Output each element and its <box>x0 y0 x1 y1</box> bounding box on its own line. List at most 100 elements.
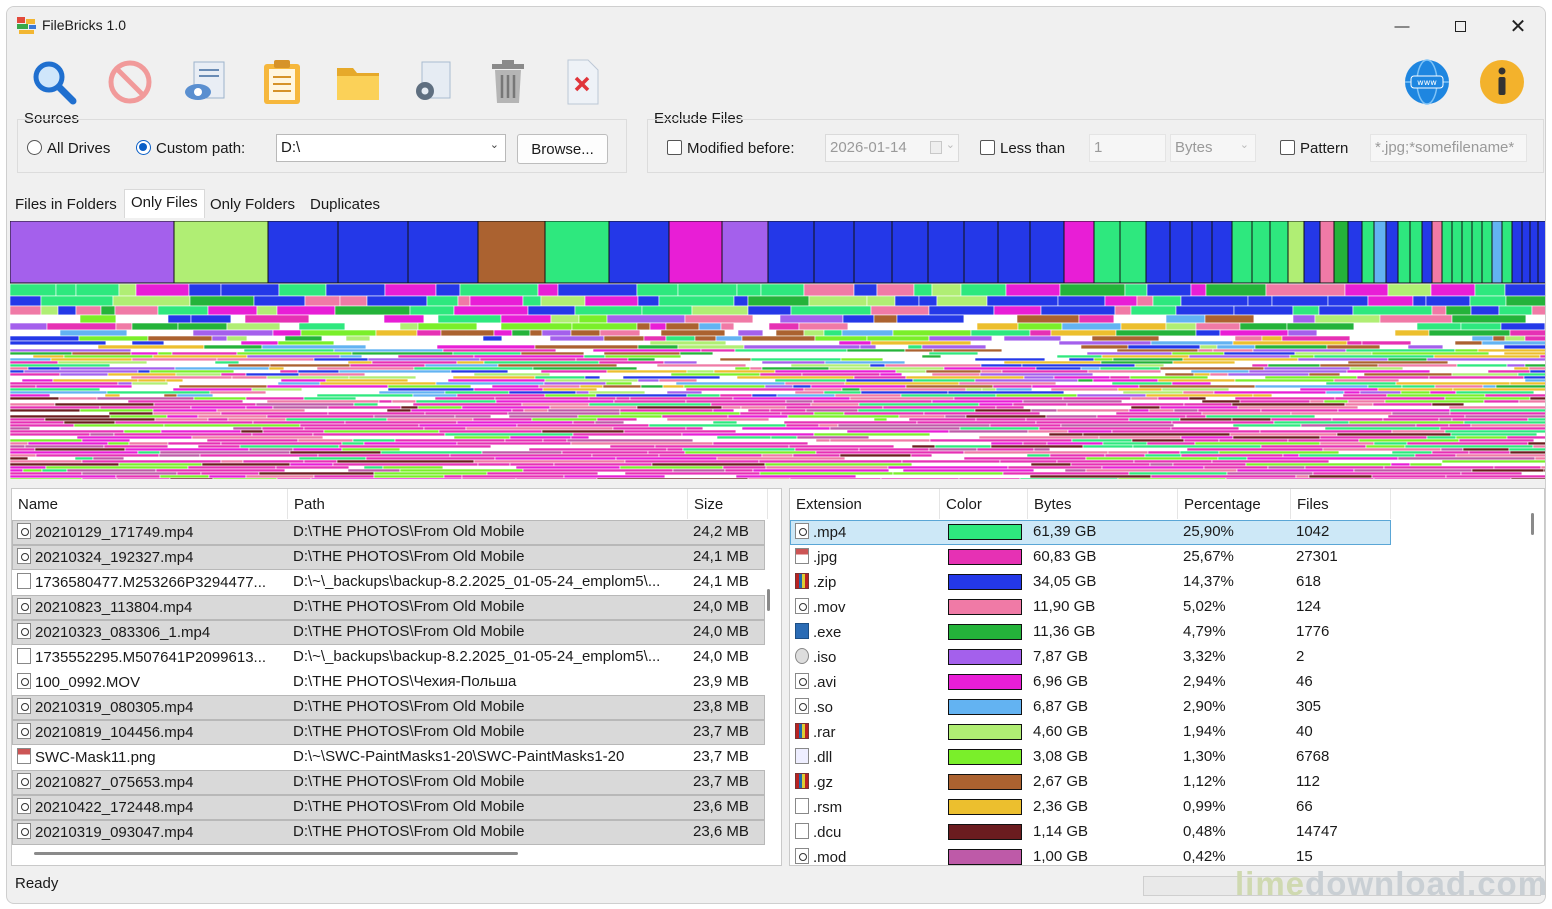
treemap-block[interactable] <box>859 344 877 350</box>
tab-files-in-folders[interactable]: Files in Folders <box>15 196 117 213</box>
treemap-block[interactable] <box>895 369 927 374</box>
treemap-block[interactable] <box>104 393 121 398</box>
treemap-block[interactable] <box>649 340 727 346</box>
treemap-block[interactable] <box>1117 477 1227 479</box>
treemap-block[interactable] <box>1523 375 1546 380</box>
table-row[interactable]: .jpg 60,83 GB 25,67% 27301 <box>790 545 1391 570</box>
treemap-block[interactable] <box>599 375 624 380</box>
treemap-block[interactable] <box>637 378 660 383</box>
treemap-block[interactable] <box>747 477 791 479</box>
treemap-block[interactable] <box>375 329 418 337</box>
treemap-block[interactable] <box>540 295 586 307</box>
treemap-block[interactable] <box>341 447 401 452</box>
treemap-block[interactable] <box>279 369 299 374</box>
treemap-block[interactable] <box>298 372 366 377</box>
treemap-block[interactable] <box>453 305 529 316</box>
treemap-block[interactable] <box>1159 405 1239 410</box>
treemap-block[interactable] <box>1531 305 1546 316</box>
treemap-block[interactable] <box>692 438 817 443</box>
treemap-block[interactable] <box>1441 459 1546 464</box>
treemap-block[interactable] <box>891 221 929 284</box>
treemap-block[interactable] <box>227 363 271 368</box>
treemap-block[interactable] <box>266 375 350 380</box>
treemap-block[interactable] <box>970 329 1031 337</box>
all-drives-radio[interactable] <box>27 140 42 155</box>
treemap-block[interactable] <box>662 384 685 389</box>
treemap-block[interactable] <box>1463 420 1546 425</box>
treemap-block[interactable] <box>412 402 523 407</box>
treemap-block[interactable] <box>1505 295 1546 307</box>
treemap-block[interactable] <box>884 363 982 368</box>
treemap-block[interactable] <box>751 393 778 398</box>
treemap-block[interactable] <box>380 450 483 455</box>
treemap-block[interactable] <box>960 283 1007 297</box>
treemap-block[interactable] <box>1448 405 1546 410</box>
treemap-block[interactable] <box>246 354 341 359</box>
treemap-block[interactable] <box>1005 283 1061 297</box>
treemap-block[interactable] <box>1387 357 1428 362</box>
treemap-block[interactable] <box>965 414 1047 419</box>
treemap-block[interactable] <box>1331 417 1384 422</box>
treemap-block[interactable] <box>289 450 382 455</box>
treemap-block[interactable] <box>214 360 240 365</box>
treemap-block[interactable] <box>1386 393 1486 398</box>
treemap-block[interactable] <box>685 426 704 431</box>
treemap-block[interactable] <box>240 429 264 434</box>
treemap-block[interactable] <box>747 408 771 413</box>
scan-button[interactable] <box>27 55 81 109</box>
treemap-block[interactable] <box>497 363 618 368</box>
treemap-block[interactable] <box>75 283 120 297</box>
treemap-block[interactable] <box>700 348 736 353</box>
treemap-block[interactable] <box>1387 283 1432 297</box>
treemap-block[interactable] <box>846 429 950 434</box>
treemap-block[interactable] <box>1452 387 1546 392</box>
treemap-block[interactable] <box>34 447 126 452</box>
treemap-block[interactable] <box>1197 408 1262 413</box>
treemap-block[interactable] <box>473 372 551 377</box>
treemap-block[interactable] <box>1062 396 1132 401</box>
treemap-block[interactable] <box>637 344 679 350</box>
treemap-block[interactable] <box>1504 283 1546 297</box>
treemap-block[interactable] <box>765 465 889 470</box>
treemap-block[interactable] <box>1471 468 1545 473</box>
table-row[interactable]: .rar 4,60 GB 1,94% 40 <box>790 720 1391 745</box>
treemap-block[interactable] <box>1161 387 1230 392</box>
pattern-input[interactable]: *.jpg;*somefilename* <box>1370 134 1527 162</box>
treemap-block[interactable] <box>1007 465 1103 470</box>
treemap-block[interactable] <box>619 465 724 470</box>
table-row[interactable]: 20210823_113804.mp4 D:\THE PHOTOS\From Ol… <box>12 595 765 620</box>
treemap-block[interactable] <box>853 221 893 284</box>
treemap-block[interactable] <box>803 387 843 392</box>
treemap-block[interactable] <box>847 322 886 331</box>
treemap-block[interactable] <box>1345 348 1456 353</box>
treemap-block[interactable] <box>733 408 749 413</box>
treemap-block[interactable] <box>1122 390 1184 395</box>
treemap-block[interactable] <box>782 390 796 395</box>
treemap-block[interactable] <box>1019 477 1119 479</box>
treemap-block[interactable] <box>911 462 1032 467</box>
treemap-block[interactable] <box>57 360 148 365</box>
treemap-block[interactable] <box>10 411 110 416</box>
treemap-block[interactable] <box>317 453 451 458</box>
treemap-block[interactable] <box>459 283 539 297</box>
treemap-block[interactable] <box>1068 357 1095 362</box>
treemap-block[interactable] <box>10 459 83 464</box>
treemap-block[interactable] <box>1232 435 1321 440</box>
color-swatch[interactable] <box>948 624 1022 640</box>
treemap-block[interactable] <box>660 329 726 337</box>
treemap-block[interactable] <box>10 465 47 470</box>
treemap-block[interactable] <box>869 363 886 368</box>
treemap-block[interactable] <box>1325 390 1345 395</box>
treemap-block[interactable] <box>40 295 114 307</box>
treemap-block[interactable] <box>456 420 574 425</box>
treemap-block[interactable] <box>1450 432 1538 437</box>
treemap-block[interactable] <box>1045 414 1098 419</box>
treemap-block[interactable] <box>444 390 510 395</box>
treemap-block[interactable] <box>824 351 862 356</box>
treemap-block[interactable] <box>152 411 222 416</box>
treemap-block[interactable] <box>1532 444 1546 449</box>
treemap-block[interactable] <box>603 351 681 356</box>
table-row[interactable]: 100_0992.MOV D:\THE PHOTOS\Чехия-Польша 23… <box>12 670 765 695</box>
treemap-block[interactable] <box>1373 441 1408 446</box>
treemap-block[interactable] <box>10 417 46 422</box>
